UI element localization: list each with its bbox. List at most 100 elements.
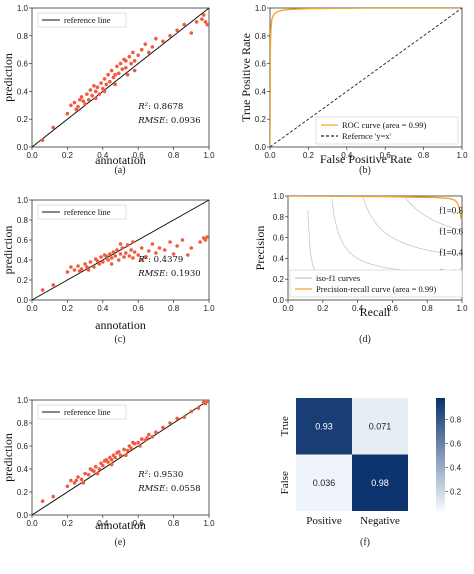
x-tick-label: 0.4 — [352, 304, 364, 313]
data-point — [143, 42, 148, 46]
data-point — [83, 262, 87, 266]
data-point — [40, 138, 45, 142]
data-point — [185, 253, 190, 257]
panel-caption: (a) — [114, 165, 125, 176]
y-tick-label: 1.0 — [17, 4, 29, 13]
data-point — [182, 22, 187, 27]
y-tick-label: 0.6 — [17, 236, 29, 245]
series-line — [270, 8, 462, 147]
y-tick-label: 0.2 — [17, 115, 29, 124]
data-point — [129, 61, 133, 66]
data-point — [76, 264, 80, 268]
data-point — [109, 262, 114, 266]
data-point — [161, 39, 165, 44]
data-point — [102, 89, 107, 94]
data-point — [136, 253, 140, 257]
r2-stat: R²: 0.9530 — [137, 470, 183, 480]
y-axis-label: prediction — [1, 53, 15, 102]
y-tick-label: 0.0 — [17, 511, 29, 520]
legend-label: reference line — [64, 15, 111, 25]
data-point — [127, 254, 132, 258]
row-label: True — [279, 416, 291, 436]
rmse-value: : 0.1930 — [165, 269, 200, 279]
data-point — [69, 478, 73, 483]
data-point — [116, 258, 121, 262]
panel-c: 0.0 0.2 0.4 0.6 0.8 1.0 0.0 0.2 0.4 0.6 0.8 1.0 refe… — [1, 196, 215, 345]
y-axis-label: True Positive Rate — [239, 33, 253, 122]
x-tick-label: 0.6 — [380, 151, 392, 160]
r2-value: : 0.4379 — [148, 255, 183, 265]
data-point — [124, 251, 128, 255]
panel-caption: (f) — [360, 537, 370, 548]
r2-label: R² — [137, 255, 148, 265]
data-point — [127, 54, 132, 59]
data-point — [104, 82, 109, 87]
plot-area — [270, 8, 462, 147]
data-point — [102, 459, 107, 463]
data-point — [106, 258, 110, 262]
data-point — [120, 246, 125, 250]
y-tick-label: 0.0 — [17, 143, 29, 152]
data-point — [139, 47, 144, 52]
y-tick-label: 1.0 — [273, 192, 285, 201]
x-tick-label: 0.8 — [168, 304, 180, 313]
colorbar — [436, 398, 445, 511]
data-point — [124, 65, 128, 70]
data-point — [93, 96, 98, 101]
data-point — [113, 72, 117, 77]
y-axis-label: Precision — [253, 226, 267, 271]
r2-stat: R²: 0.4379 — [137, 255, 183, 265]
rmse-label: RMSE — [137, 269, 166, 279]
data-point — [132, 59, 137, 63]
data-point — [154, 430, 158, 435]
x-axis-label: annotation — [95, 318, 146, 332]
data-point — [118, 61, 123, 66]
iso-f1-curve — [362, 196, 462, 256]
data-point — [125, 448, 130, 453]
heatmap-cell — [352, 454, 408, 511]
iso-f1-curve — [403, 196, 462, 232]
y-tick-label: 0.6 — [17, 442, 29, 451]
x-axis-label: False Positive Rate — [320, 152, 412, 166]
legend-label: iso-f1 curves — [316, 273, 360, 283]
cell-value: 0.93 — [315, 421, 333, 431]
x-tick-label: 0.0 — [26, 519, 38, 528]
data-point — [118, 242, 123, 246]
data-point — [86, 97, 91, 102]
data-point — [74, 107, 79, 112]
data-point — [111, 75, 116, 80]
x-tick-label: 1.0 — [203, 519, 215, 528]
data-point — [116, 71, 121, 76]
panel-caption: (e) — [114, 537, 125, 548]
data-point — [97, 262, 102, 266]
data-point — [109, 256, 114, 260]
data-point — [51, 494, 56, 499]
cell-value: 0.071 — [369, 421, 392, 431]
data-point — [205, 399, 210, 403]
data-point — [72, 100, 77, 105]
data-point — [118, 252, 123, 256]
panel-a: 0.0 0.2 0.4 0.6 0.8 1.0 0.0 0.2 0.4 0.6 0.8 1.0 refe… — [1, 4, 215, 176]
data-point — [88, 88, 93, 92]
colorbar-tick-label: 0.4 — [450, 463, 462, 472]
data-point — [102, 77, 107, 81]
y-tick-label: 1.0 — [17, 396, 29, 405]
y-axis-label: prediction — [1, 433, 15, 482]
data-point — [168, 421, 172, 425]
data-point — [40, 499, 45, 504]
y-tick-label: 0.8 — [255, 32, 267, 41]
column-label: Negative — [360, 515, 400, 527]
data-point — [83, 471, 87, 476]
data-point — [139, 258, 144, 262]
legend-box — [289, 269, 463, 298]
cell-value: 0.98 — [371, 478, 389, 488]
x-tick-label: 0.4 — [341, 151, 353, 160]
data-point — [109, 462, 114, 467]
y-tick-label: 0.6 — [273, 234, 285, 243]
data-point — [205, 22, 210, 27]
x-tick-label: 0.4 — [97, 519, 109, 528]
y-tick-label: 0.6 — [255, 60, 267, 69]
rmse-label: RMSE — [137, 116, 166, 126]
data-point — [154, 36, 158, 41]
x-axis-label: annotation — [95, 153, 146, 167]
